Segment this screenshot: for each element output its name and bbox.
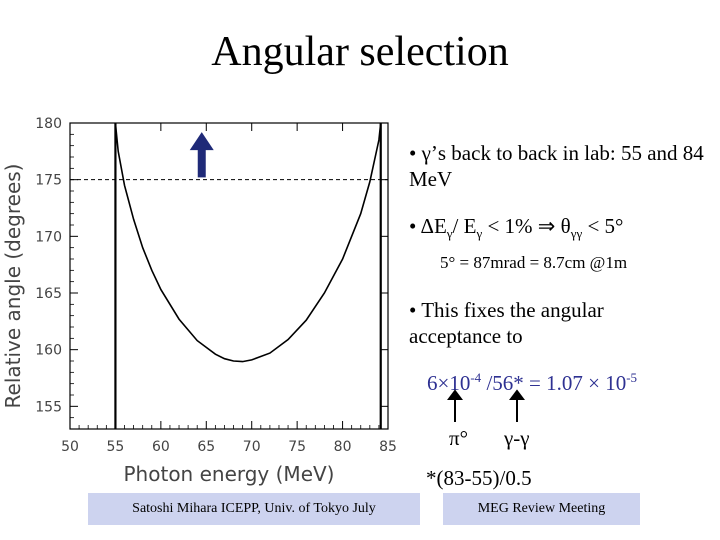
label-gamma-gamma: γ-γ [504, 426, 530, 450]
footer-author: Satoshi Mihara ICEPP, Univ. of Tokyo Jul… [88, 493, 420, 525]
angle-curve [114, 122, 382, 363]
bullet-acceptance-text: • This fixes the angular acceptance to [409, 298, 604, 348]
plot-frame [69, 122, 389, 430]
y-tick-label: 175 [35, 173, 62, 189]
bullet-acceptance: • This fixes the angular acceptance to [409, 297, 659, 349]
bullet-back-to-back: • γ’s back to back in lab: 55 and 84 MeV [409, 140, 714, 192]
formula-exp2: -5 [626, 370, 638, 385]
bullet-energy-mid: / E [452, 214, 477, 238]
acceptance-arrow-shaft [197, 148, 206, 178]
formula-part-a: 6×10 [427, 371, 471, 395]
x-tick-label: 65 [197, 439, 215, 455]
angle-energy-chart: 50 55 60 65 70 75 80 85 155 160 165 170 175 180 Photon… [1, 116, 397, 486]
bullet-energy-sub3: γγ [570, 226, 583, 242]
x-tick-label: 80 [334, 439, 352, 455]
x-tick-label: 70 [243, 439, 261, 455]
footer-meeting: MEG Review Meeting [443, 493, 640, 525]
footnote: *(83-55)/0.5 [426, 466, 532, 490]
formula-exp1: -4 [470, 370, 482, 385]
conversion-note: 5° = 87mrad = 8.7cm @1m [440, 253, 628, 272]
bullet-energy-resolution: • ΔEγ/ Eγ < 1% ⇒ θγγ < 5° [409, 213, 714, 247]
bullet-energy-prefix: • ΔE [409, 214, 447, 238]
bullet-energy-sub2: γ [476, 226, 483, 242]
label-pi-zero: π° [449, 426, 469, 450]
acceptance-formula: 6×10-4 /56* = 1.07 × 10-5 [427, 370, 637, 396]
x-tick-label: 75 [288, 439, 306, 455]
bullet-energy-sub1: γ [446, 226, 453, 242]
y-tick-label: 160 [35, 343, 62, 359]
formula-part-b: /56* = 1.07 × 10 [481, 371, 627, 395]
slide-title: Angular selection [211, 29, 509, 75]
acceptance-arrow-head [189, 132, 214, 151]
bullet-energy-end: < 5° [582, 214, 624, 238]
y-axis-label: Relative angle (degrees) [1, 164, 25, 409]
x-tick-label: 60 [152, 439, 170, 455]
y-tick-label: 165 [35, 286, 62, 302]
x-tick-label: 85 [379, 439, 397, 455]
y-tick-label: 155 [35, 399, 62, 415]
bullet-energy-cond: < 1% ⇒ θ [482, 214, 571, 238]
bullet-back-to-back-text: • γ’s back to back in lab: 55 and 84 MeV [409, 141, 704, 191]
x-tick-label: 55 [107, 439, 125, 455]
x-tick-label: 50 [61, 439, 79, 455]
y-tick-label: 170 [35, 229, 62, 245]
y-tick-label: 180 [35, 116, 62, 132]
x-axis-label: Photon energy (MeV) [124, 462, 335, 486]
